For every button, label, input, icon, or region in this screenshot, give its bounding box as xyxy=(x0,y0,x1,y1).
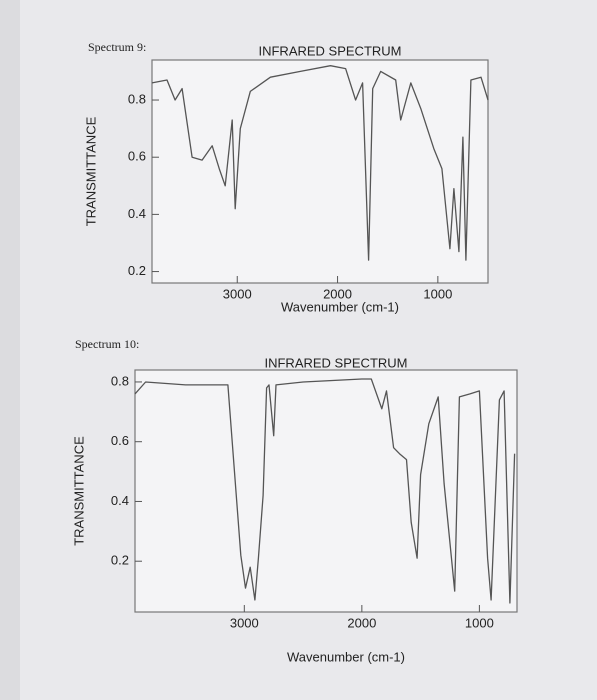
chart-title: INFRARED SPECTRUM xyxy=(258,43,401,58)
y-tick-label: 0.4 xyxy=(128,206,146,221)
x-tick-label: 2000 xyxy=(323,286,352,301)
plot-frame xyxy=(151,59,489,284)
caption: Spectrum 9: xyxy=(88,40,146,54)
x-tick-label: 3000 xyxy=(223,286,252,301)
y-axis-label: TRANSMITTANCE xyxy=(71,436,86,546)
caption: Spectrum 10: xyxy=(75,337,139,351)
y-axis-label: TRANSMITTANCE xyxy=(83,116,98,226)
chart-title: INFRARED SPECTRUM xyxy=(264,355,407,370)
x-axis-label: Wavenumber (cm-1) xyxy=(281,299,399,314)
x-tick-label: 2000 xyxy=(347,615,376,630)
y-tick-label: 0.4 xyxy=(111,493,129,508)
x-tick-label: 1000 xyxy=(423,286,452,301)
y-tick-label: 0.2 xyxy=(128,263,146,278)
x-axis-label: Wavenumber (cm-1) xyxy=(287,649,405,664)
spectrum-line xyxy=(134,378,516,604)
x-tick-label: 3000 xyxy=(230,615,259,630)
y-tick-label: 0.6 xyxy=(111,433,129,448)
x-tick-label: 1000 xyxy=(465,615,494,630)
y-tick-label: 0.6 xyxy=(128,149,146,164)
y-tick-label: 0.8 xyxy=(111,373,129,388)
y-tick-label: 0.2 xyxy=(111,553,129,568)
y-tick-label: 0.8 xyxy=(128,91,146,106)
spectrum-line xyxy=(151,65,489,261)
